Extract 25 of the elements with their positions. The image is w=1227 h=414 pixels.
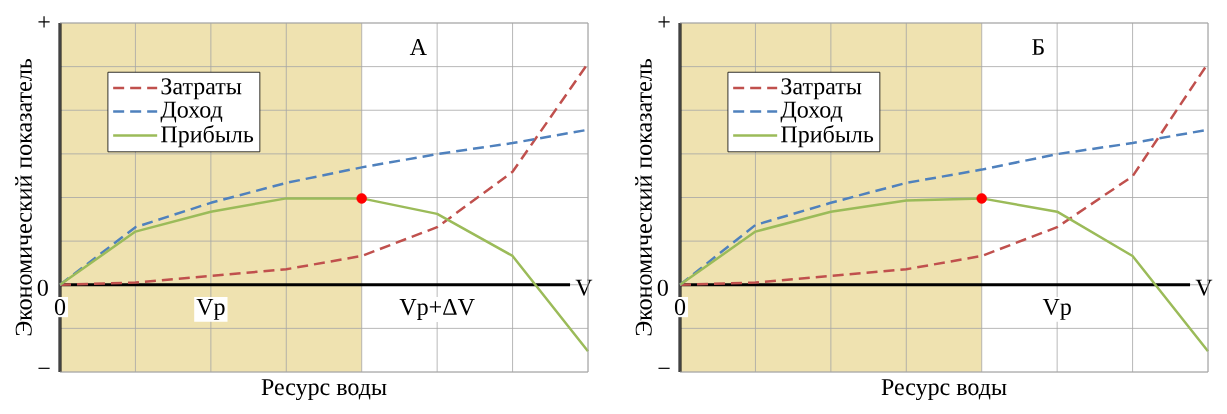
text: + [658,16,670,28]
annotation: V [575,279,593,296]
legend-label: Затраты [161,78,242,100]
legend-label: Затраты [781,78,862,100]
x-axis-title: Ресурс воды [881,379,1007,401]
chart-title: Б [1032,39,1044,55]
legend-label: Прибыль [161,125,254,148]
text: + [38,16,50,28]
x-tick-label: 0 [54,298,66,316]
x-tick-label: 0 [674,298,686,316]
chart-title: А [409,39,427,55]
x-tick-label: Vp [1042,298,1071,320]
x-axis-title: Ресурс воды [261,379,387,401]
text: 0 [37,279,48,296]
y-axis-title: Экономический показатель [635,59,652,336]
text: 0 [657,279,668,296]
annotation: V [1195,279,1213,296]
legend-label: Доход [160,101,223,123]
x-tick-label: Vp+ΔV [399,298,475,320]
x-tick-label: Vp [196,298,225,320]
y-axis-title: Экономический показатель [15,59,32,336]
text: − [38,367,50,369]
legend-label: Доход [780,101,843,123]
legend-label: Прибыль [781,125,874,148]
text: − [658,367,670,369]
